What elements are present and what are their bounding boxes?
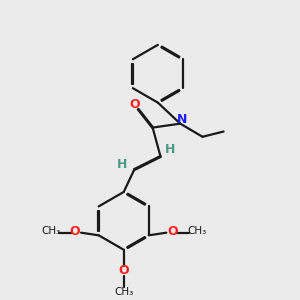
- Text: CH₃: CH₃: [42, 226, 61, 236]
- Text: N: N: [177, 113, 188, 126]
- Text: O: O: [118, 264, 129, 277]
- Text: O: O: [70, 225, 80, 238]
- Text: CH₃: CH₃: [114, 287, 134, 297]
- Text: O: O: [167, 225, 178, 238]
- Text: O: O: [129, 98, 140, 111]
- Text: CH₃: CH₃: [188, 226, 207, 236]
- Text: H: H: [117, 158, 128, 171]
- Text: H: H: [165, 142, 176, 156]
